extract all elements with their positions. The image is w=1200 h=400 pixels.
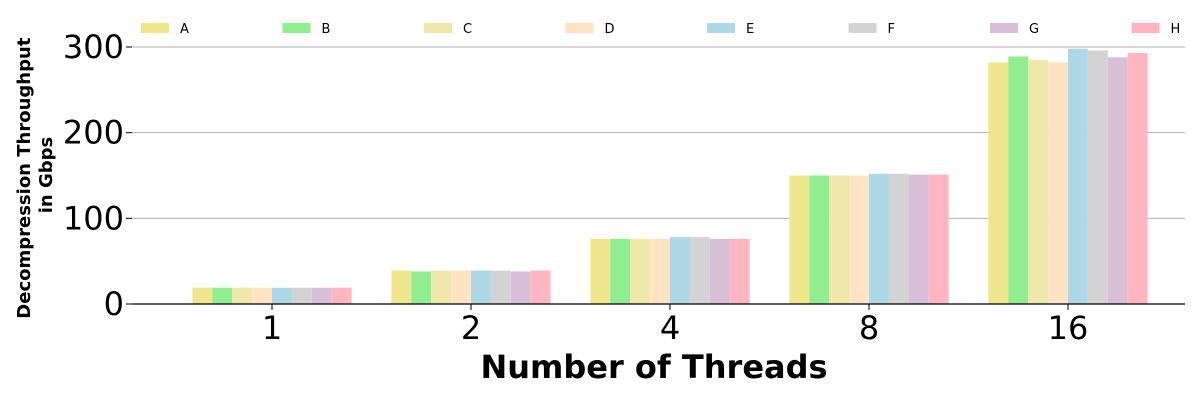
bar-H-4	[729, 238, 750, 304]
bar-F-2	[490, 270, 511, 304]
bar-C-2	[431, 270, 452, 304]
bar-B-16	[1008, 56, 1029, 304]
bar-D-2	[451, 270, 471, 304]
bar-C-1	[232, 287, 253, 304]
y-axis: 0 100 200 300	[63, 28, 132, 323]
bar-E-4	[670, 237, 690, 304]
bar-G-16	[1107, 57, 1128, 304]
bar-D-1	[252, 287, 272, 304]
bar-F-16	[1087, 50, 1108, 304]
bar-F-1	[291, 287, 312, 304]
y-axis-label: Decompression Throughput in Gbps	[14, 31, 57, 318]
bar-G-4	[709, 238, 730, 304]
bar-B-2	[411, 271, 432, 304]
bar-F-8	[888, 173, 909, 304]
legend-swatch-C	[424, 23, 452, 33]
bar-E-1	[272, 287, 292, 304]
bar-C-8	[829, 175, 850, 304]
bars	[192, 48, 1148, 304]
bar-C-4	[630, 238, 651, 304]
y-tick-label-300: 300	[63, 28, 124, 66]
legend-swatch-D	[565, 23, 594, 33]
y-axis-label-line-2: in Gbps	[36, 137, 57, 214]
x-tick-label-2: 2	[461, 309, 481, 347]
bar-B-8	[809, 175, 830, 304]
y-tick-label-0: 0	[104, 285, 124, 323]
x-axis: 1 2 4 8 16	[132, 303, 1185, 347]
bar-B-4	[610, 238, 631, 304]
bar-H-16	[1127, 52, 1148, 304]
bar-A-1	[192, 287, 213, 304]
bar-E-16	[1068, 48, 1088, 304]
legend-label-C: C	[463, 22, 472, 37]
x-tick-label-4: 4	[660, 309, 680, 347]
legend-swatch-E	[707, 23, 735, 33]
legend-label-B: B	[322, 22, 331, 37]
legend-label-D: D	[605, 22, 615, 37]
bar-E-2	[471, 270, 491, 304]
bar-E-8	[869, 173, 889, 304]
y-tick-label-100: 100	[63, 199, 124, 237]
x-tick-label-16: 16	[1048, 309, 1089, 347]
bar-G-1	[311, 287, 332, 304]
x-tick-label-8: 8	[859, 309, 879, 347]
legend-swatch-G	[990, 23, 1018, 33]
bar-D-8	[849, 175, 869, 304]
bar-A-16	[988, 62, 1009, 304]
legend-swatch-H	[1131, 23, 1160, 33]
bar-H-8	[928, 174, 949, 304]
bar-D-4	[650, 238, 670, 304]
legend-swatch-F	[848, 23, 877, 33]
y-axis-label-line-1: Decompression Throughput	[14, 37, 35, 319]
bar-G-2	[510, 271, 531, 304]
legend: A B C D E F G H	[141, 22, 1180, 37]
y-tick-label-200: 200	[63, 114, 124, 152]
legend-label-A: A	[180, 22, 189, 37]
bar-A-2	[391, 270, 412, 304]
bar-H-2	[530, 270, 551, 304]
x-axis-label: Number of Threads	[480, 348, 827, 386]
bar-B-1	[212, 287, 233, 304]
bar-F-4	[689, 237, 710, 304]
bar-A-4	[590, 238, 611, 304]
bar-H-1	[331, 287, 352, 304]
bar-G-8	[908, 174, 929, 304]
legend-label-E: E	[746, 22, 754, 37]
legend-swatch-A	[141, 23, 169, 33]
legend-label-F: F	[888, 22, 895, 37]
legend-swatch-B	[282, 23, 311, 33]
x-tick-label-1: 1	[262, 309, 282, 347]
bar-C-16	[1028, 59, 1049, 304]
bar-A-8	[789, 175, 810, 304]
bar-D-16	[1048, 62, 1068, 304]
legend-label-G: G	[1029, 22, 1039, 37]
legend-label-H: H	[1171, 22, 1181, 37]
